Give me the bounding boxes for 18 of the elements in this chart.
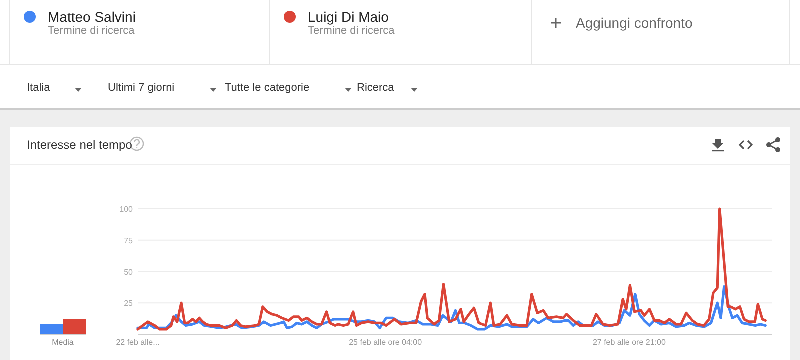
text: Aggiungi confronto xyxy=(576,15,693,31)
x-tick-label: 25 feb alle ore 04:00 xyxy=(349,338,423,347)
text: Termine di ricerca xyxy=(48,25,136,37)
y-tick-label: 50 xyxy=(124,268,134,277)
text: Italia xyxy=(27,82,52,94)
text: Ultimi 7 giorni xyxy=(108,82,175,94)
y-tick-label: 75 xyxy=(124,236,134,246)
text: Termine di ricerca xyxy=(308,25,396,37)
y-tick-label: 100 xyxy=(120,205,134,214)
text: Tutte le categorie xyxy=(225,82,310,94)
x-tick-label: 27 feb alle ore 21:00 xyxy=(592,338,666,347)
legend-label: Luigi Di Maio xyxy=(308,9,390,25)
chart-title: Interesse nel tempo xyxy=(27,138,133,152)
x-tick-label: 22 feb alle... xyxy=(116,338,160,347)
legend-label: Matteo Salvini xyxy=(48,9,136,25)
text: Ricerca xyxy=(357,82,396,94)
y-tick-label: 25 xyxy=(124,299,134,308)
x-tick-label: Media xyxy=(52,338,74,347)
